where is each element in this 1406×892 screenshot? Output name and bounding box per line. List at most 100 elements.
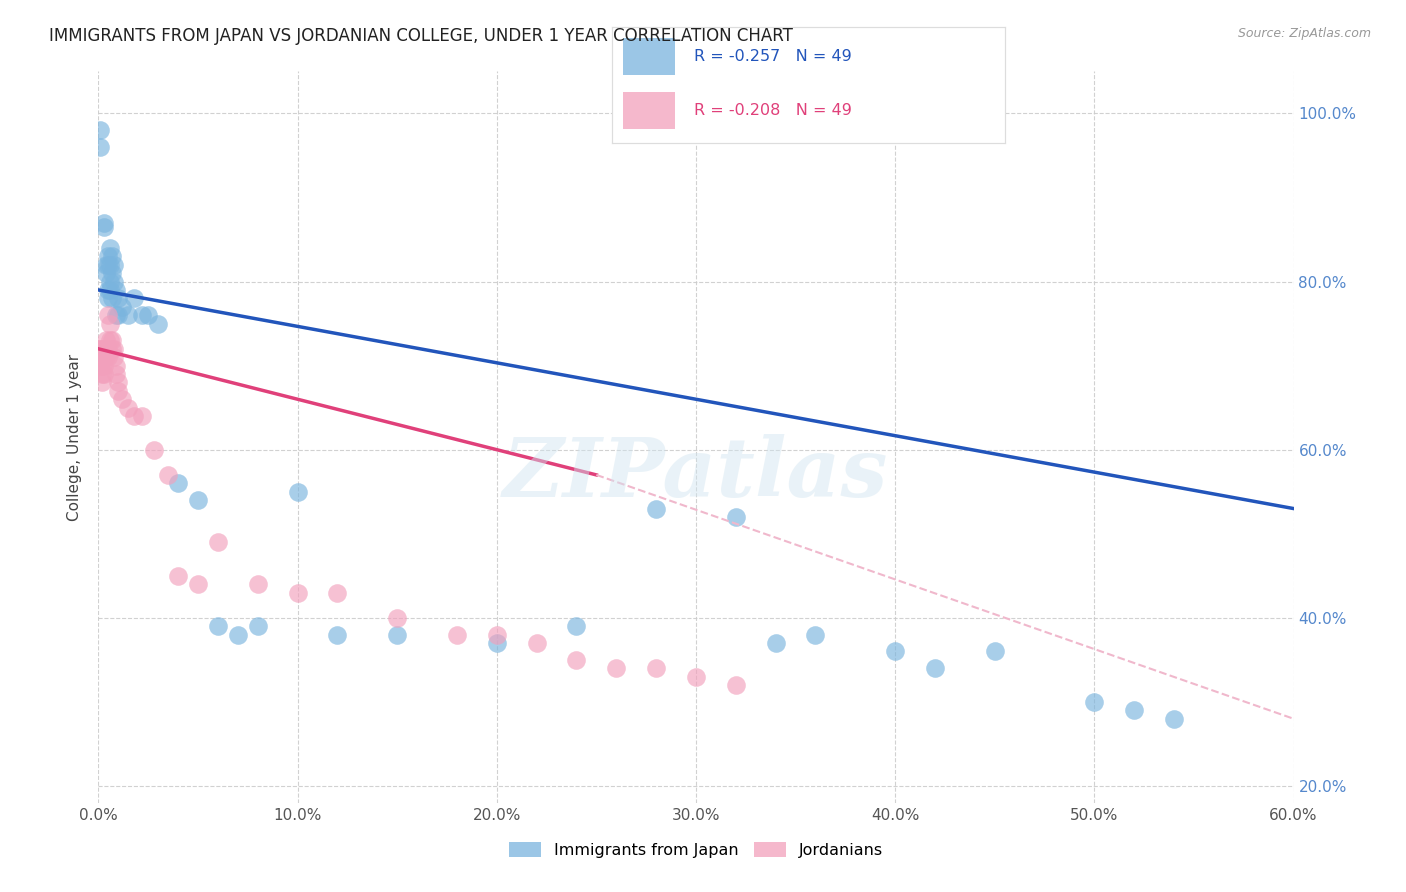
Point (103, 342, 125, 356)
Point (89, 342, 111, 356)
Point (103, 258, 125, 272)
Point (98, 258, 122, 272)
Point (89, 342, 111, 356)
Point (246, 577, 269, 591)
Point (97, 291, 120, 305)
Point (645, 661, 668, 675)
Point (446, 627, 468, 641)
Point (984, 644, 1007, 658)
Point (97, 350, 120, 364)
Point (167, 476, 190, 491)
Point (148, 317, 170, 331)
Point (605, 661, 627, 675)
Point (101, 266, 124, 280)
Point (107, 384, 129, 398)
Point (187, 577, 209, 591)
Point (167, 569, 190, 583)
Point (765, 636, 787, 650)
Point (136, 308, 159, 322)
Point (385, 627, 409, 641)
Point (89, 140, 111, 154)
Point (1163, 712, 1185, 726)
Point (287, 484, 309, 499)
Point (103, 350, 125, 364)
Point (131, 409, 153, 423)
Point (98, 283, 122, 297)
Point (804, 627, 827, 641)
Text: Source: ZipAtlas.com: Source: ZipAtlas.com (1237, 27, 1371, 40)
Point (97, 283, 120, 297)
Point (101, 249, 124, 263)
Point (485, 627, 508, 641)
Point (101, 291, 124, 305)
Point (89, 123, 111, 137)
Point (565, 619, 588, 633)
Point (924, 661, 946, 675)
Point (101, 342, 124, 356)
Point (93, 359, 115, 373)
Point (105, 308, 128, 322)
Point (98, 241, 122, 255)
Text: R = -0.208   N = 49: R = -0.208 N = 49 (695, 103, 852, 118)
Point (103, 275, 125, 289)
Point (96, 266, 118, 280)
Point (93, 219, 115, 234)
Point (111, 300, 134, 314)
Point (326, 627, 349, 641)
Text: ZIPatlas: ZIPatlas (503, 434, 889, 514)
Point (724, 510, 747, 524)
Point (724, 678, 747, 692)
Point (1083, 695, 1105, 709)
Point (131, 308, 153, 322)
Point (105, 283, 128, 297)
Point (101, 334, 124, 348)
Text: R = -0.257   N = 49: R = -0.257 N = 49 (695, 49, 852, 64)
Point (93, 367, 115, 381)
Point (1123, 703, 1146, 717)
Point (111, 392, 134, 407)
Point (385, 611, 409, 625)
Point (207, 535, 229, 549)
Point (326, 585, 349, 599)
Point (105, 367, 128, 381)
Point (89, 359, 111, 373)
Point (645, 501, 668, 516)
Legend: Immigrants from Japan, Jordanians: Immigrants from Japan, Jordanians (502, 836, 890, 864)
Point (98, 275, 122, 289)
Point (287, 585, 309, 599)
Text: IMMIGRANTS FROM JAPAN VS JORDANIAN COLLEGE, UNDER 1 YEAR CORRELATION CHART: IMMIGRANTS FROM JAPAN VS JORDANIAN COLLE… (49, 27, 793, 45)
Point (93, 350, 115, 364)
Point (107, 291, 129, 305)
Point (226, 627, 249, 641)
Point (98, 334, 122, 348)
Point (96, 334, 118, 348)
Point (117, 401, 139, 415)
Point (124, 409, 146, 423)
Point (884, 644, 907, 658)
Point (526, 636, 548, 650)
Point (187, 493, 209, 508)
Point (96, 342, 118, 356)
Point (98, 317, 122, 331)
Point (485, 636, 508, 650)
Point (107, 308, 129, 322)
Point (93, 342, 115, 356)
Point (207, 619, 229, 633)
Point (96, 350, 118, 364)
Point (565, 653, 588, 667)
Point (246, 619, 269, 633)
Point (117, 308, 139, 322)
Point (91, 359, 114, 373)
Y-axis label: College, Under 1 year: College, Under 1 year (67, 353, 83, 521)
Point (96, 258, 118, 272)
Point (143, 442, 166, 457)
Point (91, 342, 114, 356)
Point (91, 367, 114, 381)
Point (97, 258, 120, 272)
Bar (623, 38, 675, 76)
Point (89, 350, 111, 364)
Point (105, 359, 128, 373)
Point (97, 342, 120, 356)
Point (91, 376, 114, 390)
Point (685, 670, 707, 684)
